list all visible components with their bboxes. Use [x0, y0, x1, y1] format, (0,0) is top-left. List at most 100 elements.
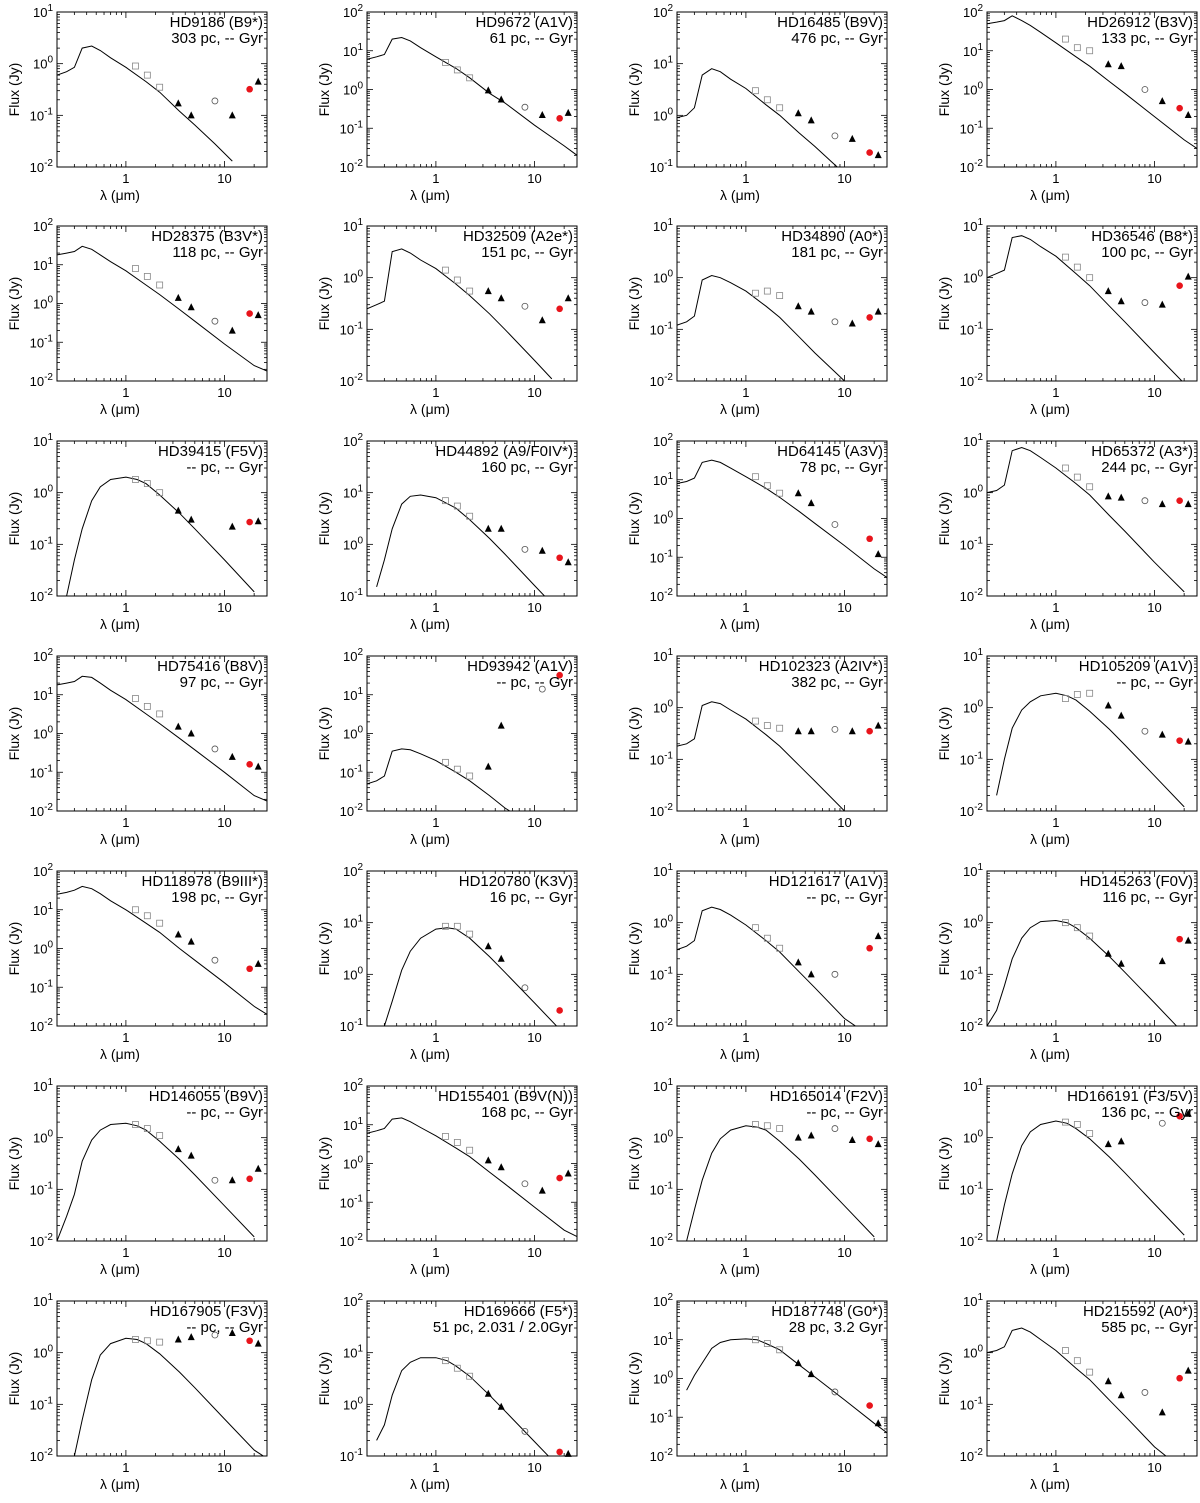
- photometry-point-akari: [521, 103, 529, 111]
- photometry-point-wise: [228, 1329, 236, 1337]
- photometry-point-nir: [466, 512, 474, 520]
- photometry-point-wise: [1104, 287, 1112, 295]
- photometry-point-nir: [763, 482, 771, 490]
- y-tick-label: 101: [653, 217, 673, 234]
- x-tick-label: 1: [1052, 171, 1059, 186]
- x-tick-label: 1: [1052, 600, 1059, 615]
- x-tick-label: 10: [527, 1245, 541, 1260]
- photometry-point-wise: [228, 326, 236, 334]
- model-photosphere-line: [996, 692, 1185, 808]
- x-tick-label: 1: [432, 171, 439, 186]
- y-tick-label: 101: [963, 42, 983, 59]
- panel-subtitle: 61 pc, -- Gyr: [490, 30, 573, 47]
- x-axis-label: λ (μm): [410, 1476, 450, 1492]
- photometry-point-18um: [866, 314, 873, 321]
- x-tick-label: 1: [432, 600, 439, 615]
- photometry-point-nir: [442, 59, 449, 66]
- y-tick-label: 10-1: [960, 535, 984, 552]
- photometry-point-wise: [484, 942, 492, 950]
- photometry-point-akari: [831, 521, 839, 528]
- photometry-point-wise: [254, 1164, 262, 1172]
- x-tick-label: 10: [217, 385, 231, 400]
- model-photosphere-line: [66, 476, 255, 596]
- photometry-point-wise: [1184, 1109, 1192, 1117]
- y-tick-label: 10-1: [650, 1180, 674, 1197]
- photometry-point-wise: [564, 294, 572, 302]
- sed-panel: 1 10 10-2 10-1 100 101 102 λ (μm) Flux (Jy) HD967…: [316, 3, 578, 203]
- y-tick-label: 10-2: [30, 1447, 54, 1464]
- panel-subtitle: -- pc, -- Gyr: [1116, 674, 1193, 691]
- photometry-point-wise: [874, 721, 882, 729]
- photometry-point-wise: [484, 1156, 492, 1164]
- photometry-point-nir: [442, 1133, 449, 1140]
- sed-panel: 1 10 10-2 10-1 100 101 λ (μm) Flux (Jy) HD105209…: [936, 647, 1198, 847]
- photometry-point-wise: [187, 111, 195, 119]
- y-tick-label: 102: [653, 432, 673, 449]
- x-tick-label: 10: [1147, 600, 1161, 615]
- x-axis-label: λ (μm): [1030, 187, 1070, 203]
- model-photosphere-line: [686, 1125, 875, 1241]
- photometry-point-wise: [1158, 500, 1166, 508]
- x-tick-label: 1: [432, 815, 439, 830]
- y-axis-label: Flux (Jy): [626, 1352, 642, 1406]
- x-tick-label: 1: [122, 600, 129, 615]
- y-tick-label: 101: [33, 1292, 53, 1309]
- panel-subtitle: 78 pc, -- Gyr: [800, 459, 883, 476]
- y-tick-label: 10-1: [960, 119, 984, 136]
- y-tick-label: 10-1: [340, 587, 364, 604]
- panel-subtitle: 136 pc, -- Gyr: [1101, 1104, 1193, 1121]
- y-tick-label: 10-1: [650, 320, 674, 337]
- photometry-point-wise: [807, 499, 815, 507]
- y-tick-label: 10-1: [960, 1180, 984, 1197]
- y-axis-label: Flux (Jy): [6, 277, 22, 331]
- panel-title: HD118978 (B9III*): [142, 873, 263, 890]
- photometry-point-nir: [1073, 44, 1081, 52]
- photometry-point-nir: [466, 930, 474, 938]
- x-tick-label: 10: [837, 600, 851, 615]
- y-axis-label: Flux (Jy): [316, 922, 332, 976]
- photometry-point-wise: [187, 303, 195, 311]
- y-tick-label: 100: [963, 81, 983, 98]
- photometry-point-nir: [1073, 263, 1081, 271]
- photometry-point-nir: [1073, 473, 1081, 481]
- y-tick-label: 100: [33, 484, 53, 501]
- photometry-point-wise: [254, 311, 262, 319]
- photometry-point-nir: [1062, 1118, 1069, 1126]
- plot-frame: [986, 440, 1198, 597]
- photometry-point-wise: [538, 110, 546, 118]
- y-tick-label: 100: [343, 81, 363, 98]
- y-tick-label: 101: [653, 471, 673, 488]
- y-tick-label: 100: [653, 106, 673, 123]
- y-tick-label: 10-2: [960, 802, 984, 819]
- photometry-point-wise: [874, 151, 882, 159]
- photometry-point-nir: [453, 1139, 461, 1146]
- panel-title: HD64145 (A3V): [777, 443, 883, 460]
- y-tick-label: 10-1: [30, 978, 54, 995]
- photometry-point-nir: [752, 924, 759, 932]
- sed-panel: 1 10 10-2 10-1 100 101 λ (μm) Flux (Jy) HD34890 …: [626, 217, 888, 417]
- y-axis-label: Flux (Jy): [316, 277, 332, 331]
- y-tick-label: 100: [343, 269, 363, 286]
- photometry-point-wise: [1158, 730, 1166, 738]
- photometry-point-wise: [497, 294, 505, 302]
- photometry-point-wise: [1117, 1137, 1125, 1145]
- photometry-point-18um: [1176, 282, 1183, 289]
- y-tick-label: 101: [653, 1331, 673, 1348]
- panel-title: HD167905 (F3V): [150, 1303, 263, 1320]
- y-axis-label: Flux (Jy): [6, 63, 22, 117]
- y-axis-label: Flux (Jy): [936, 63, 952, 117]
- model-photosphere-line: [987, 15, 1197, 149]
- x-tick-label: 10: [217, 600, 231, 615]
- y-tick-label: 100: [33, 725, 53, 742]
- photometry-point-wise: [1104, 1377, 1112, 1385]
- y-tick-label: 10-2: [650, 372, 674, 389]
- photometry-point-nir: [1073, 1121, 1081, 1128]
- y-tick-label: 100: [963, 1129, 983, 1146]
- panel-subtitle: -- pc, -- Gyr: [806, 1104, 883, 1121]
- sed-panel: 1 10 10-2 10-1 100 101 102 λ (μm) Flux (Jy) HD939…: [316, 647, 578, 847]
- y-tick-label: 10-2: [650, 1232, 674, 1249]
- plot-frame: [986, 870, 1198, 1027]
- x-tick-label: 10: [527, 600, 541, 615]
- x-tick-label: 10: [527, 385, 541, 400]
- plot-frame: [56, 1085, 268, 1242]
